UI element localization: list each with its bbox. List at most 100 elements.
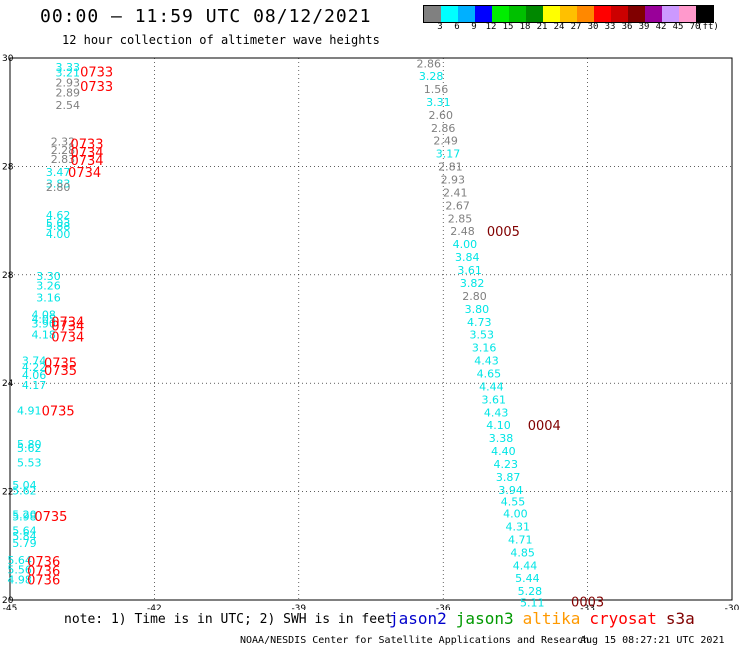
legend-label: 21 [536,22,548,32]
wave-height-label: 2.86 [431,122,456,135]
legend-swatch [628,6,645,22]
wave-height-label: 4.62 [46,209,71,222]
legend-label: 30 [587,22,599,32]
wave-height-label: 5.88 [46,220,71,233]
legend-label: 36 [621,22,633,32]
wave-height-label: 4.05 [31,313,56,326]
wave-height-label: 4.65 [477,367,502,380]
pass-time-label: 0734 [70,154,103,169]
legend-swatch [560,6,577,22]
pass-time-label: 0735 [44,364,77,379]
legend-swatch [645,6,662,22]
chart-subtitle: 12 hour collection of altimeter wave hei… [62,33,380,47]
wave-height-label: 5.03 [46,217,71,230]
legend-label: 15 [502,22,514,32]
pass-time-label: 0734 [68,166,101,181]
legend-swatch [475,6,492,22]
legend-label: 6 [454,22,460,32]
wave-height-label: 2.48 [450,225,475,238]
wave-height-label: 5.56 [7,564,32,577]
wave-height-label: 5.64 [7,554,32,567]
wave-height-label: 4.55 [501,495,526,508]
pass-time-label: 0736 [27,565,60,580]
pass-time-label: 0005 [487,225,520,240]
pass-time-label: 0736 [27,573,60,588]
x-tick-label: -42 [147,604,162,610]
legend-swatch [662,6,679,22]
wave-height-label: 2.93 [56,76,81,89]
wave-height-label: 4.44 [513,559,538,572]
legend-label: 45 [672,22,684,32]
wave-height-label: 4.73 [467,316,492,329]
pass-time-label: 0003 [571,596,604,610]
wave-height-label: 3.31 [426,96,451,109]
legend-swatch [594,6,611,22]
legend-swatch [458,6,475,22]
wave-height-label: 5.62 [12,485,37,498]
legend-swatch [509,6,526,22]
wave-height-label: 2.85 [448,212,473,225]
wave-height-label: 2.93 [441,173,466,186]
wave-height-label: 2.28 [51,144,76,157]
legend-label: 33 [604,22,616,32]
wave-height-label: 4.43 [474,354,499,367]
wave-height-label: 2.80 [46,181,71,194]
wave-height-label: 3.82 [460,277,485,290]
wave-height-label: 5.79 [12,537,37,550]
legend-swatch [543,6,560,22]
y-tick-label: 24 [2,379,14,389]
legend-label: 39 [638,22,650,32]
pass-time-label: 0734 [70,146,103,161]
legend-unit: (ft) [697,22,719,32]
wave-height-label: 2.80 [462,290,487,303]
y-tick-label: 20 [2,596,14,606]
legend-swatch [492,6,509,22]
legend-label: 18 [519,22,531,32]
wave-height-label: 3.61 [457,264,482,277]
wave-height-label: 2.81 [438,160,463,173]
wave-height-label: 4.00 [453,238,478,251]
wave-height-label: 4.00 [503,507,528,520]
x-tick-label: -39 [291,604,306,610]
wave-height-label: 4.08 [31,308,56,321]
legend-label: 42 [655,22,667,32]
wave-height-label: 4.44 [479,380,504,393]
satellite-altika-label: altika [522,609,581,628]
wave-height-label: 3.17 [436,147,461,160]
wave-height-label: 4.71 [508,533,533,546]
legend-label: 24 [553,22,565,32]
wave-height-label: 3.61 [481,393,506,406]
wave-height-label: 3.94 [498,484,523,497]
wave-height-label: 3.53 [469,328,494,341]
wave-height-label: 5.84 [12,530,37,543]
y-tick-label: 28 [2,162,14,172]
credit-line: NOAA/NESDIS Center for Satellite Applica… [240,635,590,646]
footer-note: note: 1) Time is in UTC; 2) SWH is in fe… [64,612,393,627]
satellite-s3a-label: s3a [665,609,695,628]
legend-swatch [441,6,458,22]
wave-height-label: 4.17 [22,379,47,392]
color-scale-labels: 3 6 9 12 15 18 21 24 27 30 33 36 39 42 45 70 (ft) [423,22,740,34]
wave-height-label: 4.10 [486,419,511,432]
wave-height-label: 3.28 [419,70,444,83]
legend-swatch [526,6,543,22]
wave-height-label: 3.90 [31,318,56,331]
wave-height-label: 2.32 [51,135,76,148]
wave-height-label: 2.60 [429,109,454,122]
wave-height-label: 4.98 [7,573,32,586]
wave-height-label: 5.53 [17,456,42,469]
wave-height-label: 5.80 [17,438,42,451]
legend-swatch [577,6,594,22]
wave-height-label: 3.16 [472,341,497,354]
legend-label: 3 [437,22,443,32]
pass-time-label: 0735 [42,404,75,419]
wave-height-label: 3.30 [36,270,61,283]
legend-swatch [424,6,441,22]
legend-swatch [679,6,696,22]
pass-time-label: 0733 [80,80,113,95]
legend-swatch [696,6,713,22]
wave-height-label: 3.21 [56,67,81,80]
wave-height-label: 5.20 [12,508,37,521]
legend-label: 27 [570,22,582,32]
x-tick-label: -33 [580,604,595,610]
